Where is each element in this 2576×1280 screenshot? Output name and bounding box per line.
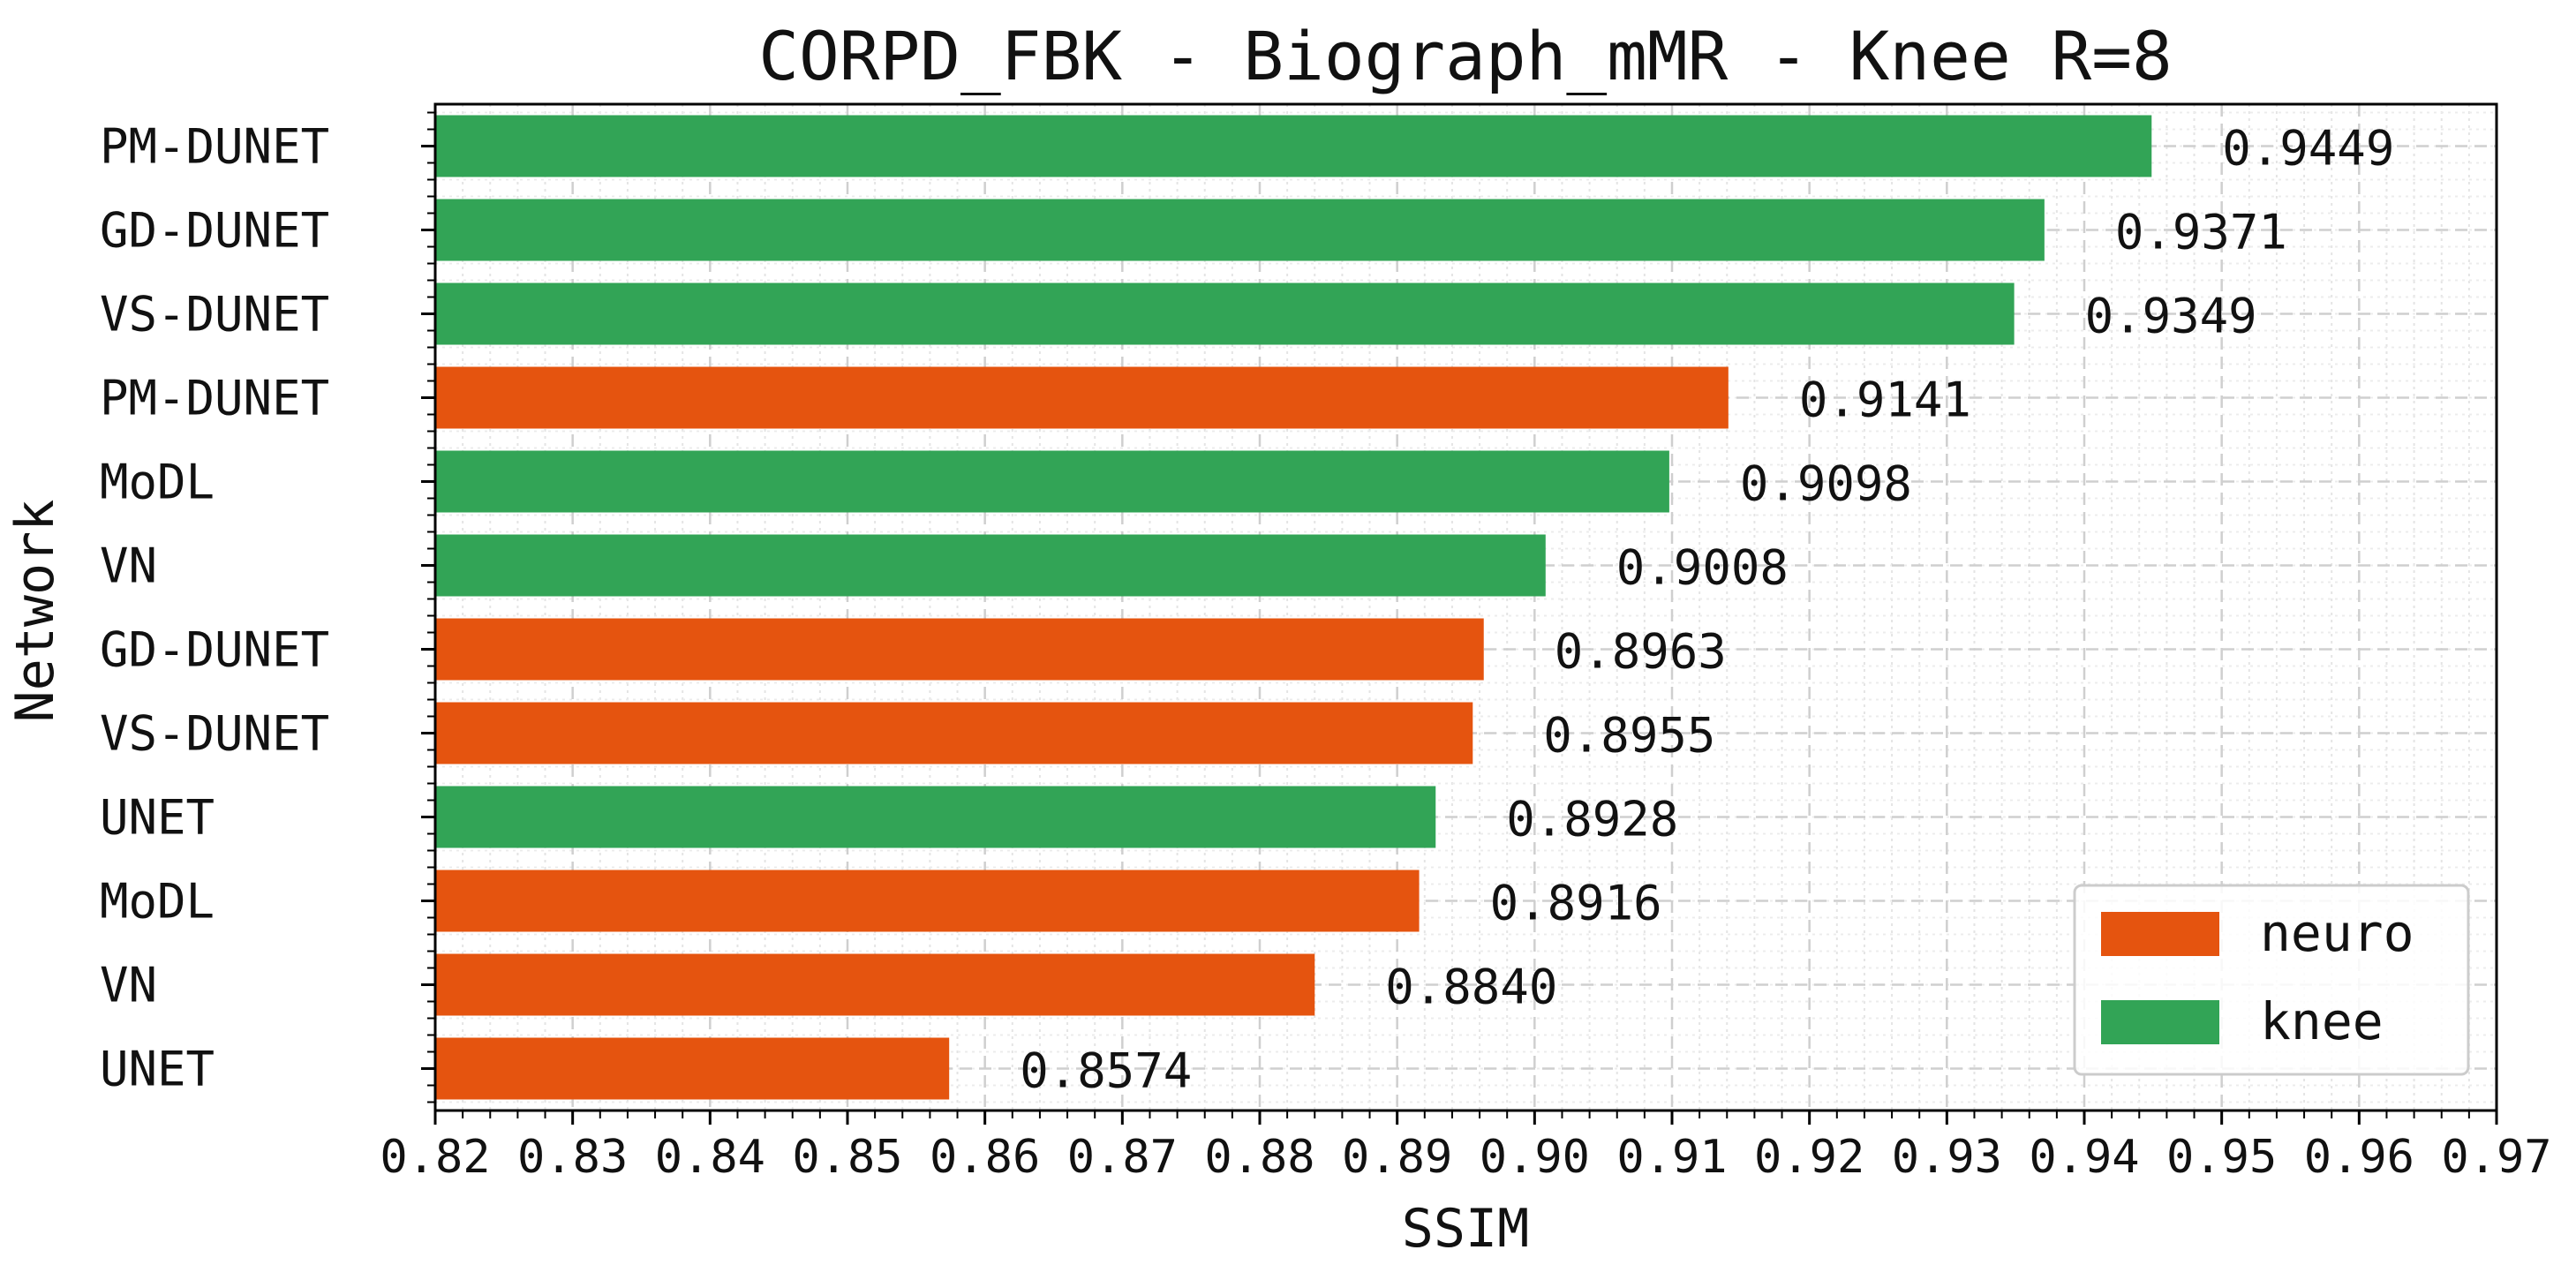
category-label: MoDL [100,455,215,510]
data-label: 0.9098 [1740,456,1912,512]
data-label: 0.8840 [1385,960,1557,1015]
bar-knee [435,786,1436,848]
category-label: UNET [100,1042,215,1097]
category-label: PM-DUNET [100,119,329,175]
x-tick-label: 0.95 [2166,1131,2277,1184]
bar-knee [435,450,1669,513]
bar-knee [435,282,2015,345]
x-tick-label: 0.97 [2441,1131,2551,1184]
bar-neuro [435,870,1420,932]
data-label: 0.8963 [1555,624,1727,680]
legend-swatch-knee [2101,1000,2219,1044]
bar-knee [435,199,2045,261]
bar-knee [435,115,2152,177]
x-tick-label: 0.94 [2029,1131,2139,1184]
category-label: VS-DUNET [100,706,329,762]
category-label: VS-DUNET [100,287,329,343]
x-tick-label: 0.86 [930,1131,1040,1184]
x-tick-label: 0.82 [380,1131,490,1184]
x-tick-label: 0.96 [2304,1131,2414,1184]
data-label: 0.8955 [1543,708,1715,764]
data-label: 0.9449 [2222,121,2394,177]
bar-neuro [435,618,1484,681]
x-tick-label: 0.85 [792,1131,902,1184]
category-label: UNET [100,790,215,846]
plot-frame [433,102,2498,1112]
x-tick-label: 0.87 [1067,1131,1178,1184]
labels: PM-DUNET 0.9449 GD-DUNET 0.9371 VS-DUNET 0.93… [100,119,2394,1099]
category-label: GD-DUNET [100,203,329,259]
data-label: 0.8916 [1490,876,1662,931]
x-tick-label: 0.91 [1616,1131,1727,1184]
legend-label-knee: knee [2260,991,2384,1051]
x-tick-label: 0.89 [1342,1131,1452,1184]
chart-title: CORPD_FBK - Biograph_mMR - Knee R=8 [758,17,2172,95]
x-tick-label: 0.93 [1892,1131,2002,1184]
bar-neuro [435,702,1473,764]
bar-knee [435,534,1546,597]
data-label: 0.9141 [1799,373,1971,428]
data-label: 0.8928 [1506,792,1678,847]
axes: 0.82 0.83 0.84 0.85 0.86 0.87 0.88 0.89 0.90 0.91… [380,102,2552,1184]
x-tick-label: 0.83 [517,1131,628,1184]
bar-neuro [435,1037,950,1100]
x-axis-label: SSIM [1402,1198,1530,1260]
category-label: VN [100,538,157,594]
category-label: MoDL [100,874,215,930]
data-label: 0.8574 [1020,1043,1192,1099]
x-tick-label: 0.88 [1204,1131,1314,1184]
data-label: 0.9371 [2115,205,2287,260]
data-label: 0.9008 [1616,540,1789,596]
legend-swatch-neuro [2101,912,2219,956]
y-axis-label: Network [4,500,66,723]
data-label: 0.9349 [2085,289,2257,344]
category-label: PM-DUNET [100,371,329,426]
legend: neuro knee [2073,884,2470,1076]
bar-neuro [435,366,1729,429]
bar-neuro [435,953,1315,1016]
category-label: VN [100,958,157,1013]
category-label: GD-DUNET [100,622,329,678]
x-tick-label: 0.90 [1480,1131,1590,1184]
x-tick-label: 0.84 [655,1131,765,1184]
legend-label-neuro: neuro [2260,903,2414,963]
bars [435,115,2152,1100]
x-tick-label: 0.92 [1754,1131,1864,1184]
